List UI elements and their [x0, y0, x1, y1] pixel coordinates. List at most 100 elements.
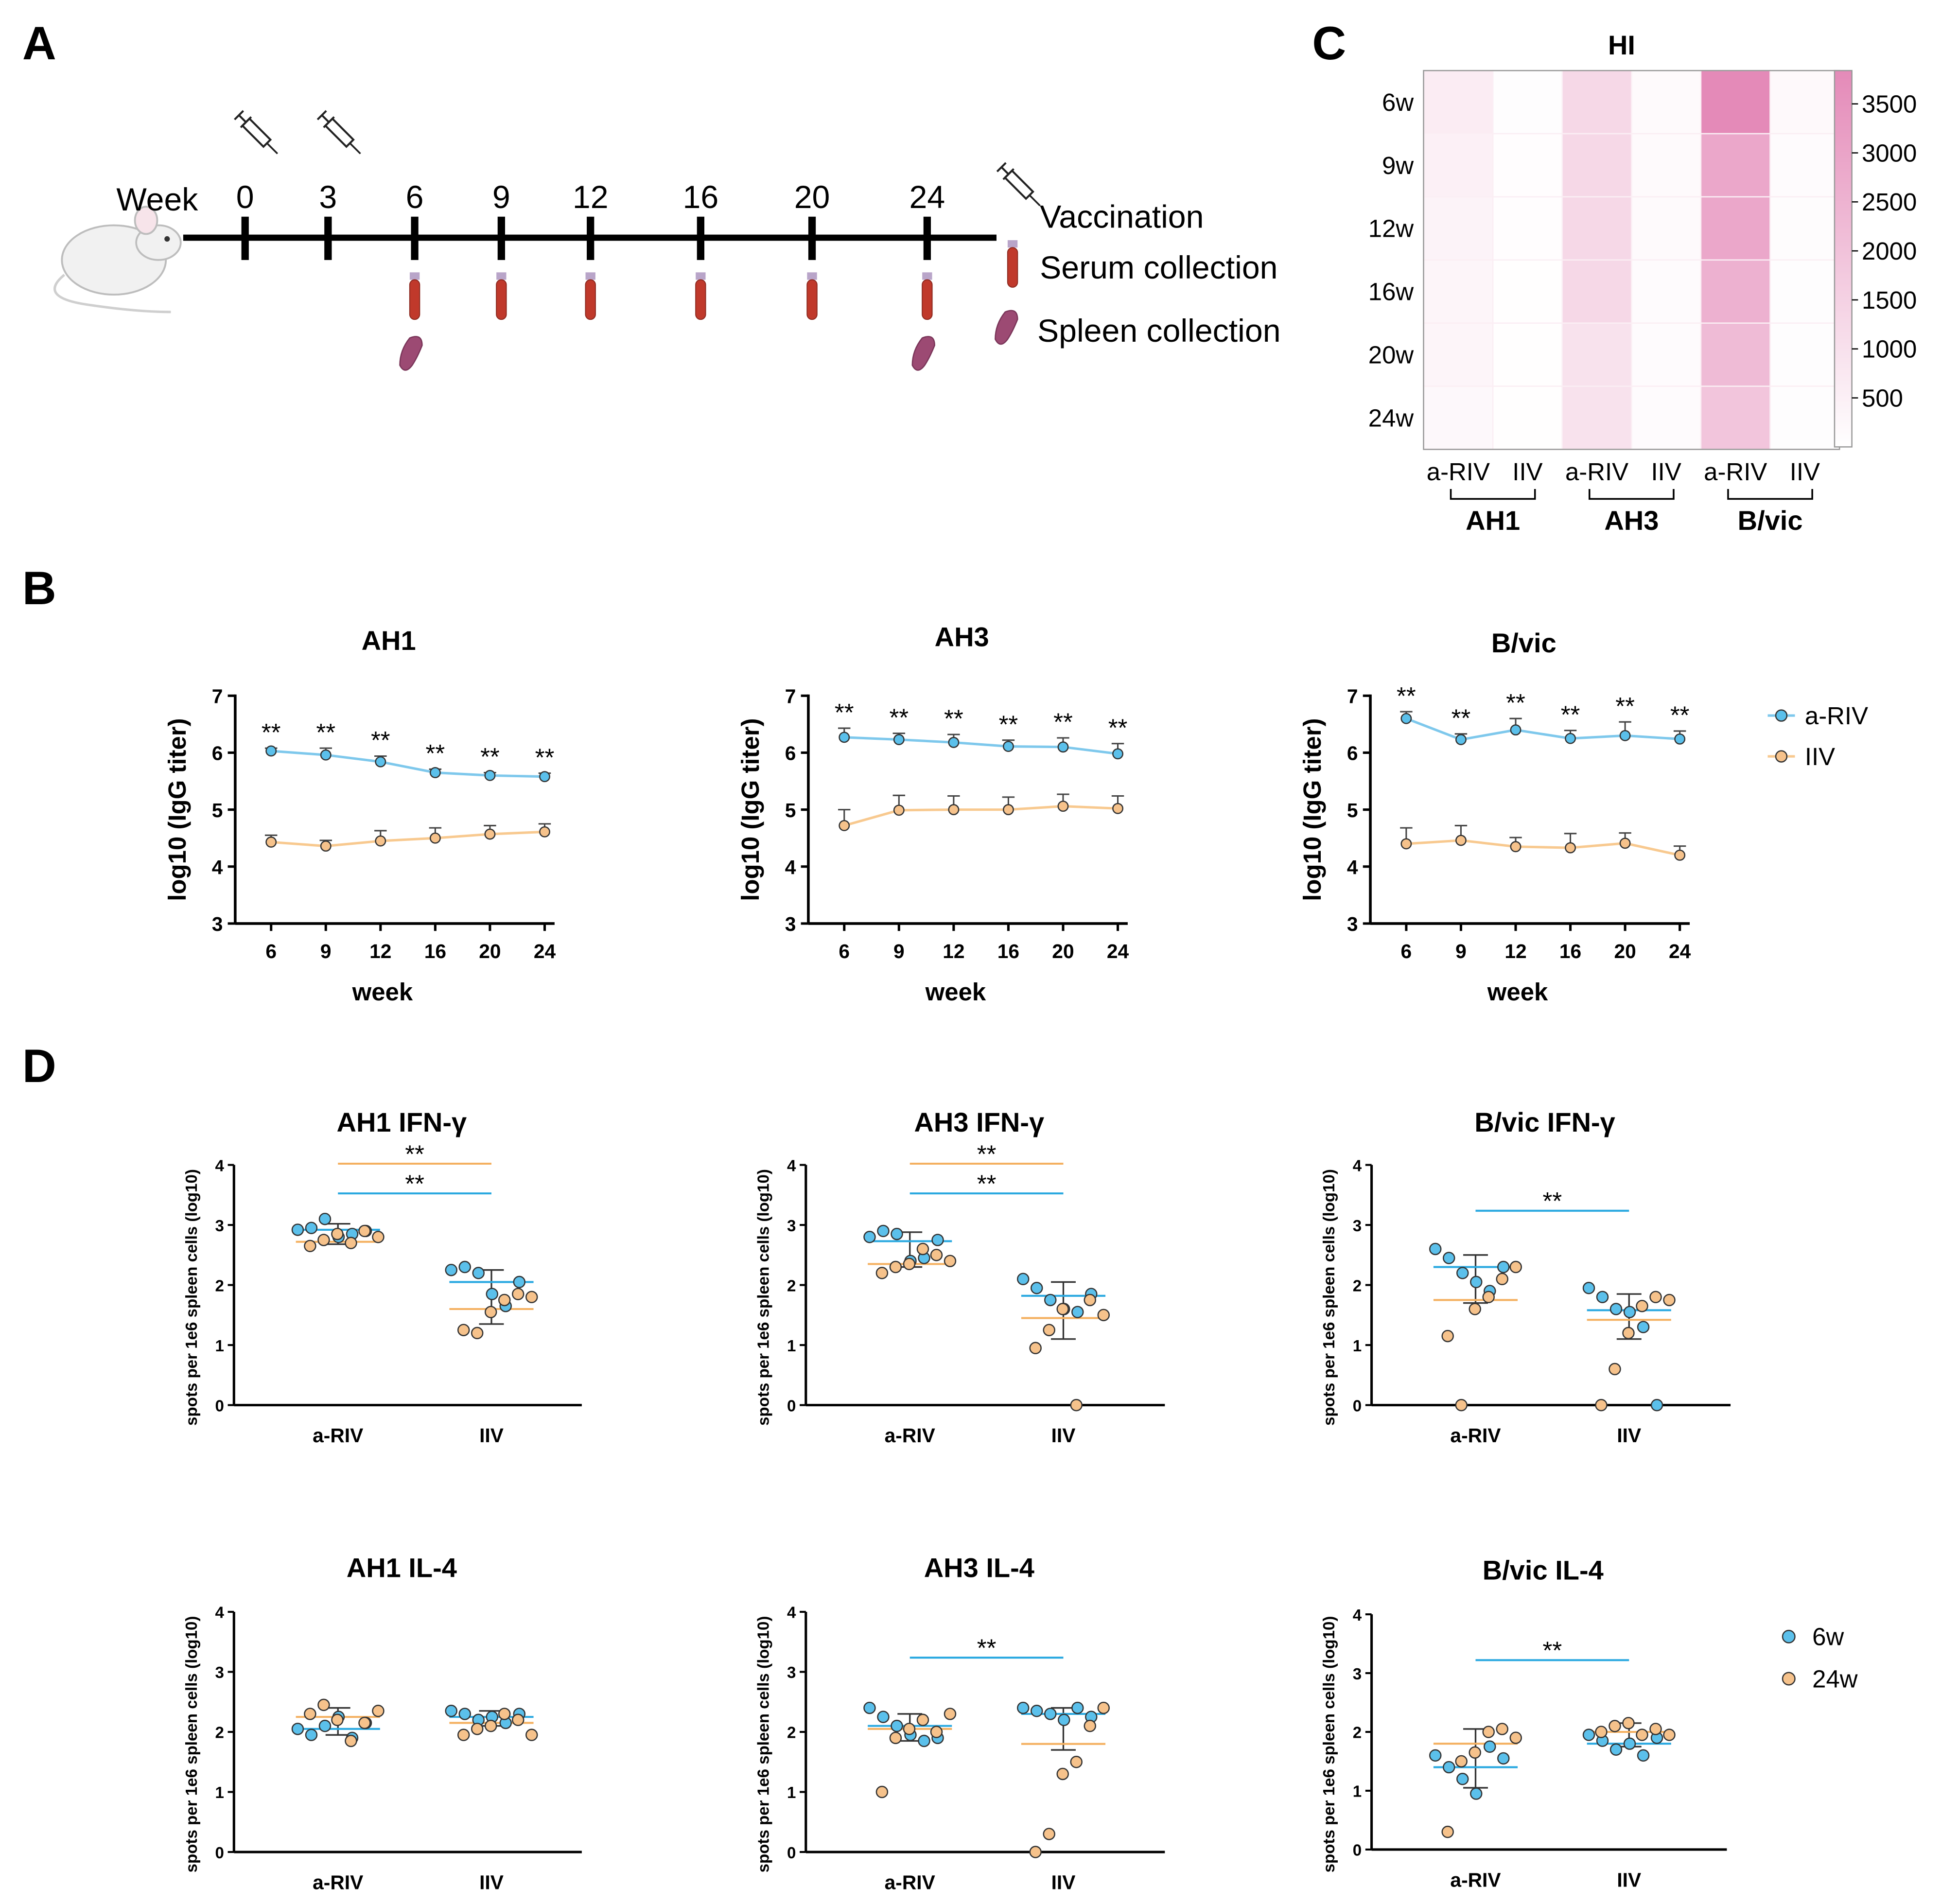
heatmap-row-label: 6w: [1382, 88, 1414, 116]
data-point: [1016, 1701, 1030, 1714]
heatmap-cell: [1492, 133, 1563, 198]
tube-body: [695, 279, 706, 320]
blood-tube-icon: [496, 272, 507, 320]
heatmap-cell: [1492, 259, 1563, 324]
data-point: [891, 1719, 903, 1732]
significance-label: **: [1506, 689, 1525, 716]
syringe-needle: [1029, 194, 1041, 207]
heatmap-cell: [1769, 322, 1840, 387]
data-point: [372, 1231, 385, 1243]
series-line-IIV: [1406, 839, 1680, 856]
data-point: [1636, 1729, 1648, 1741]
tube-cap: [696, 272, 706, 280]
y-tick-label: 0: [215, 1397, 224, 1415]
timeline-week-12: 12: [573, 179, 609, 215]
dot-plot-elispot_bvic_ifn: B/vic IFN-γ 0 1 2 3 4 a-RIV IIV spots per 1e6 sp…: [1320, 1107, 1731, 1447]
line-chart-igg_ah1: AH1 3 4 5 6 7 6 9 12 16 20 24 week log10 (IgG titer) *…: [163, 625, 556, 1006]
x-tick-label: 16: [997, 940, 1019, 962]
x-tick-label: 24: [534, 940, 556, 962]
timeline-week-20: 20: [794, 179, 830, 215]
x-tick-label: 9: [893, 940, 905, 962]
igg-legend: a-RIV IIV: [1767, 702, 1868, 770]
y-tick-label: 3: [787, 1217, 796, 1235]
data-point: [1429, 1749, 1442, 1762]
data-point: [1058, 1713, 1070, 1727]
timeline-panel: Week 0 3 6 9 12 16 20 24 Vaccination Serum coll…: [53, 110, 1281, 371]
data-point: [320, 840, 332, 852]
data-point: [1565, 842, 1576, 854]
series-line-IIV: [844, 805, 1118, 827]
data-point: [1112, 803, 1123, 814]
significance-label: **: [977, 1170, 997, 1198]
heatmap-cell: [1423, 196, 1494, 261]
line-chart-igg_bvic: B/vic 3 4 5 6 7 6 9 12 16 20 24 week log10 (IgG titer…: [1298, 628, 1691, 1006]
significance-label: **: [1561, 700, 1580, 728]
significance-label: **: [999, 710, 1018, 738]
data-point: [1482, 1726, 1495, 1738]
timeline-week-16: 16: [683, 179, 719, 215]
blood-tube-icon: [585, 272, 596, 320]
syringe-handle: [316, 110, 327, 121]
data-point: [484, 1306, 497, 1318]
x-tick-label: 24: [1107, 940, 1129, 962]
data-point: [1609, 1720, 1621, 1732]
data-point: [1582, 1729, 1595, 1741]
data-point: [1441, 1825, 1454, 1838]
colorbar-tick-label: 2500: [1862, 188, 1917, 216]
dot-plot-elispot_ah3_il4: AH3 IL-4 0 1 2 3 4 a-RIV IIV spots per 1e6 splee…: [754, 1553, 1165, 1893]
panel-letter-c: C: [1312, 17, 1346, 70]
data-point: [445, 1705, 457, 1717]
y-tick-label: 3: [787, 1664, 796, 1682]
y-axis-label: log10 (IgG titer): [163, 718, 191, 901]
heatmap-row-label: 9w: [1382, 152, 1414, 179]
y-tick-label: 1: [1353, 1337, 1362, 1355]
data-point: [918, 1734, 930, 1747]
syringe-needle: [266, 142, 279, 155]
y-axis-label: spots per 1e6 spleen cells (log10): [754, 1616, 772, 1873]
heatmap-cell: [1769, 196, 1840, 261]
data-point: [1484, 1740, 1496, 1753]
heatmap-group-bracket: [1588, 489, 1675, 500]
heatmap-cell: [1700, 133, 1771, 198]
data-point: [318, 1719, 332, 1732]
x-tick-label: 20: [479, 940, 501, 962]
data-point: [1623, 1737, 1636, 1750]
x-tick-label: 6: [1401, 940, 1412, 962]
legend-label: a-RIV: [1805, 702, 1868, 730]
data-point: [1637, 1321, 1650, 1333]
data-point: [889, 1731, 902, 1745]
x-axis-label: week: [925, 978, 986, 1006]
tube-body: [1007, 247, 1018, 288]
data-point: [916, 1242, 929, 1256]
heatmap-col-label: IIV: [1512, 458, 1542, 486]
y-tick-label: 5: [212, 799, 223, 821]
data-point: [1456, 1267, 1469, 1279]
data-point: [1400, 838, 1412, 850]
heatmap-cell: [1700, 322, 1771, 387]
colorbar-tick-label: 2000: [1862, 237, 1917, 265]
data-point: [512, 1713, 525, 1727]
spleen-icon: [911, 336, 935, 371]
y-tick-label: 4: [787, 1604, 796, 1622]
data-point: [1455, 734, 1467, 745]
tube-cap: [409, 272, 420, 280]
data-point: [1674, 849, 1686, 861]
data-point: [458, 1260, 471, 1274]
x-tick-label: 6: [265, 940, 277, 962]
data-point: [1057, 741, 1069, 753]
y-tick-label: 2: [215, 1277, 224, 1295]
y-tick-label: 1: [215, 1337, 224, 1355]
data-point: [1029, 1846, 1042, 1858]
data-point: [1663, 1729, 1676, 1741]
syringe-needle: [349, 142, 361, 155]
y-tick-label: 3: [785, 913, 796, 935]
significance-label: **: [535, 743, 555, 771]
heatmap-cell: [1700, 70, 1771, 135]
legend-spleen: Spleen collection: [1037, 313, 1281, 349]
data-point: [891, 1227, 903, 1240]
significance-label: **: [889, 703, 909, 731]
y-tick-label: 7: [785, 685, 796, 708]
data-point: [1084, 1293, 1096, 1307]
chart-title: AH1: [362, 625, 416, 656]
